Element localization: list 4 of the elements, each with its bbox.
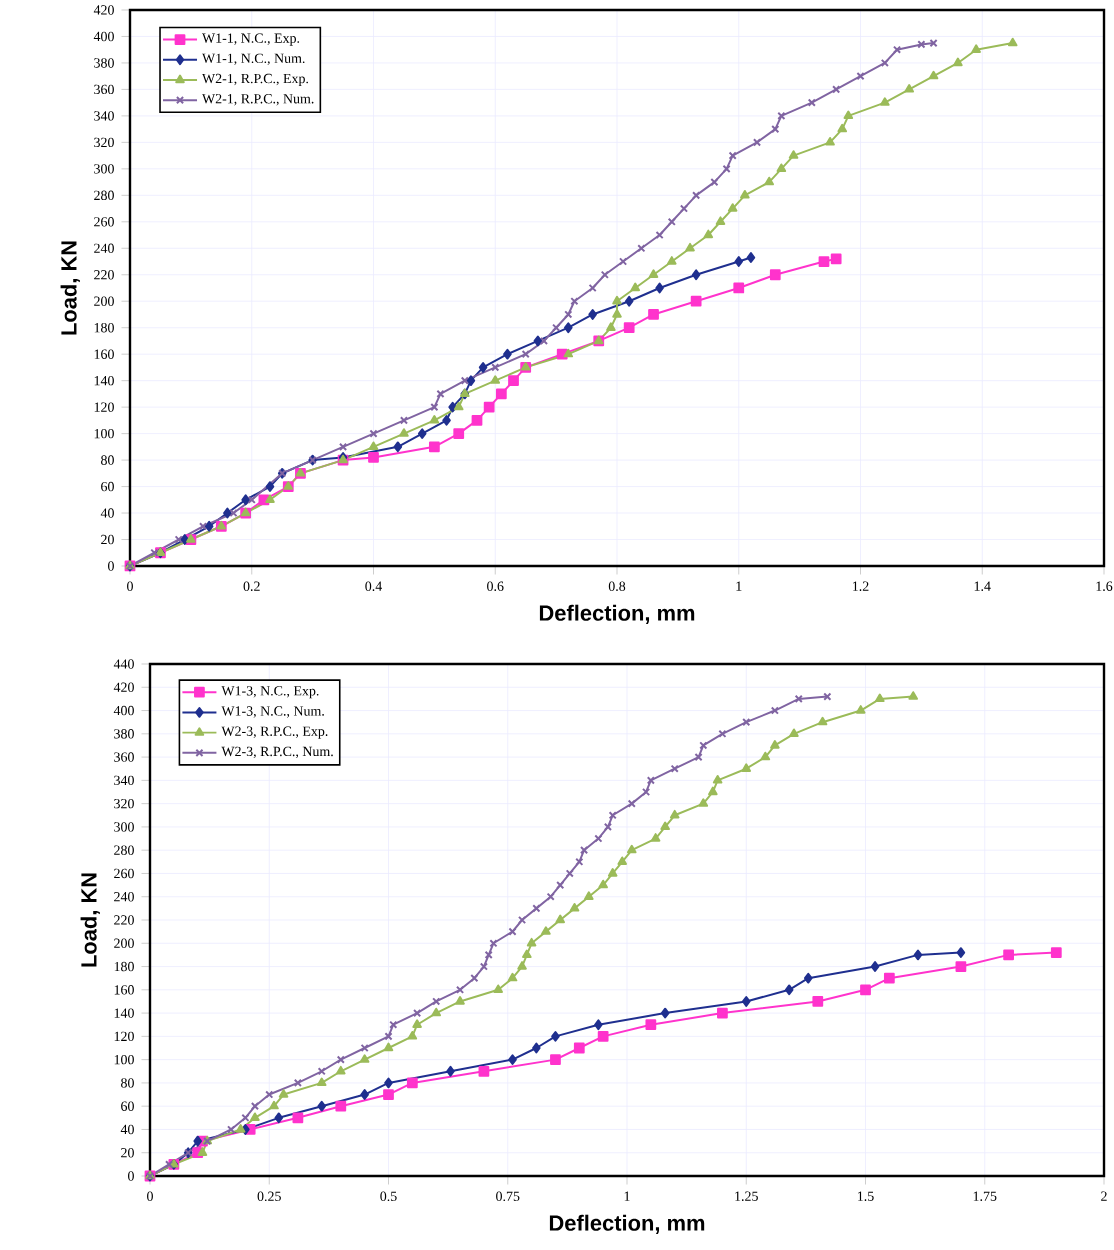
y-axis-title: Load, KN (80, 873, 100, 967)
y-axis-title: Load, KN (60, 241, 80, 335)
x-axis-title: Deflection, mm (539, 604, 695, 624)
x-axis-title: Deflection, mm (549, 1214, 705, 1234)
